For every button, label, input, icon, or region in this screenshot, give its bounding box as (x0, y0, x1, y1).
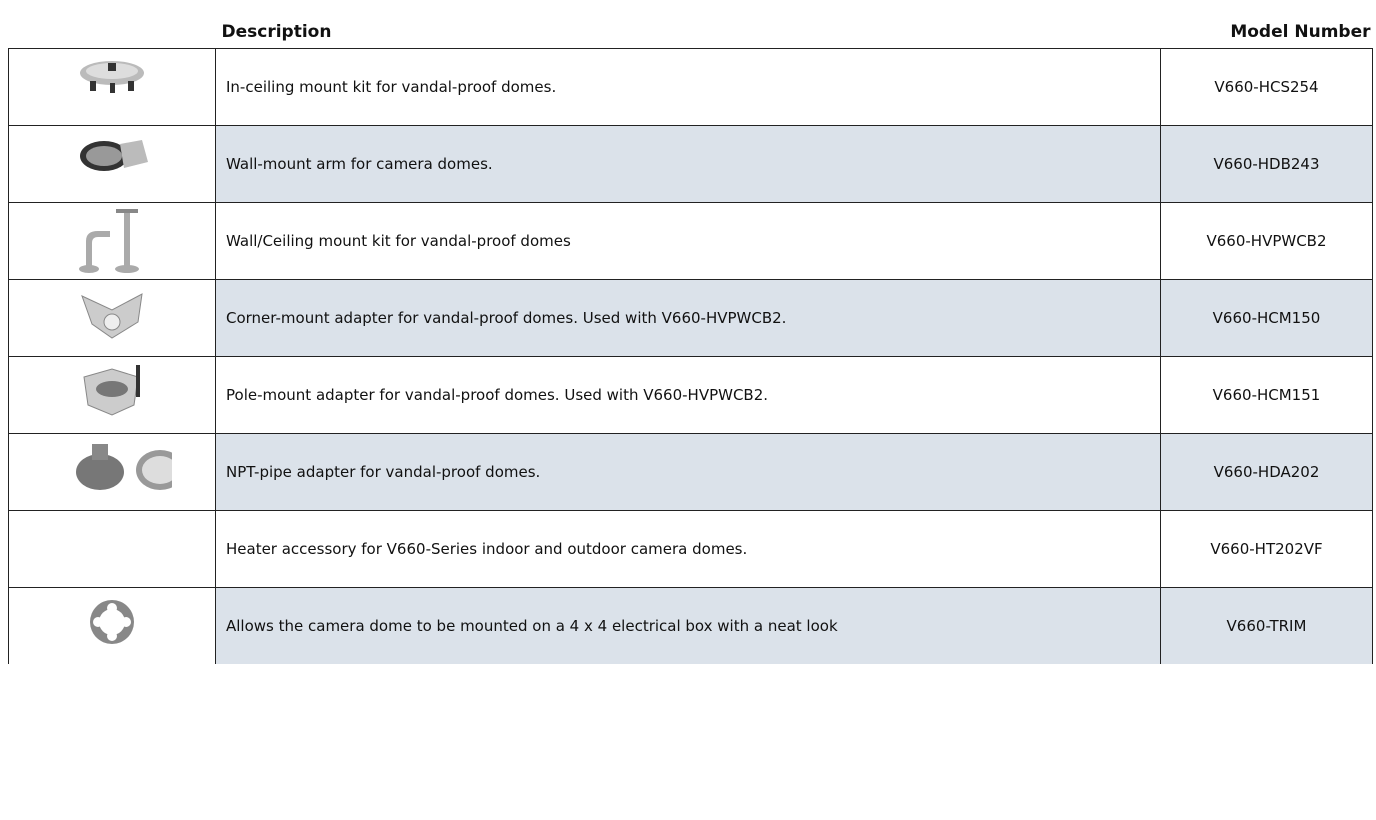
table-row: NPT-pipe adapter for vandal-proof domes.… (8, 433, 1373, 511)
product-image (83, 365, 140, 416)
product-image-cell (8, 356, 216, 434)
table-row: Wall/Ceiling mount kit for vandal-proof … (8, 202, 1373, 280)
description-cell: Wall-mount arm for camera domes. (215, 125, 1161, 203)
table-row: Allows the camera dome to be mounted on … (8, 587, 1373, 664)
table-row: In-ceiling mount kit for vandal-proof do… (8, 48, 1373, 126)
description-cell: In-ceiling mount kit for vandal-proof do… (215, 48, 1161, 126)
model-cell: V660-HVPWCB2 (1160, 202, 1373, 280)
model-cell: V660-HDB243 (1160, 125, 1373, 203)
product-image-cell (8, 202, 216, 280)
product-image (90, 600, 134, 644)
description-cell: Allows the camera dome to be mounted on … (215, 587, 1161, 664)
table-row: Pole-mount adapter for vandal-proof dome… (8, 356, 1373, 434)
table-row: Corner-mount adapter for vandal-proof do… (8, 279, 1373, 357)
description-cell: Wall/Ceiling mount kit for vandal-proof … (215, 202, 1161, 280)
product-image (80, 61, 144, 93)
product-image-cell (8, 48, 216, 126)
model-cell: V660-HT202VF (1160, 510, 1373, 588)
table-row: Heater accessory for V660-Series indoor … (8, 510, 1373, 588)
product-image (79, 209, 139, 273)
table-row: Wall-mount arm for camera domes. V660-HDB… (8, 125, 1373, 203)
model-cell: V660-HCS254 (1160, 48, 1373, 126)
product-image (80, 140, 148, 171)
model-cell: V660-TRIM (1160, 587, 1373, 664)
image-header (9, 0, 216, 49)
product-image-cell (8, 587, 216, 664)
description-cell: Heater accessory for V660-Series indoor … (215, 510, 1161, 588)
description-cell: NPT-pipe adapter for vandal-proof domes. (215, 433, 1161, 511)
product-image-cell (8, 510, 216, 588)
model-cell: V660-HDA202 (1160, 433, 1373, 511)
description-cell: Corner-mount adapter for vandal-proof do… (215, 279, 1161, 357)
header-row: Description Model Number (9, 0, 1373, 49)
product-image (76, 444, 184, 490)
table-body: In-ceiling mount kit for vandal-proof do… (8, 48, 1373, 664)
model-cell: V660-HCM150 (1160, 279, 1373, 357)
product-image-cell (8, 433, 216, 511)
accessory-table: Description Model Number In-ceiling moun… (8, 0, 1373, 664)
product-image (81, 293, 143, 339)
product-image-cell (8, 125, 216, 203)
model-header: Model Number (1230, 22, 1371, 42)
description-header: Description (221, 22, 332, 42)
description-cell: Pole-mount adapter for vandal-proof dome… (215, 356, 1161, 434)
product-image-cell (8, 279, 216, 357)
model-cell: V660-HCM151 (1160, 356, 1373, 434)
